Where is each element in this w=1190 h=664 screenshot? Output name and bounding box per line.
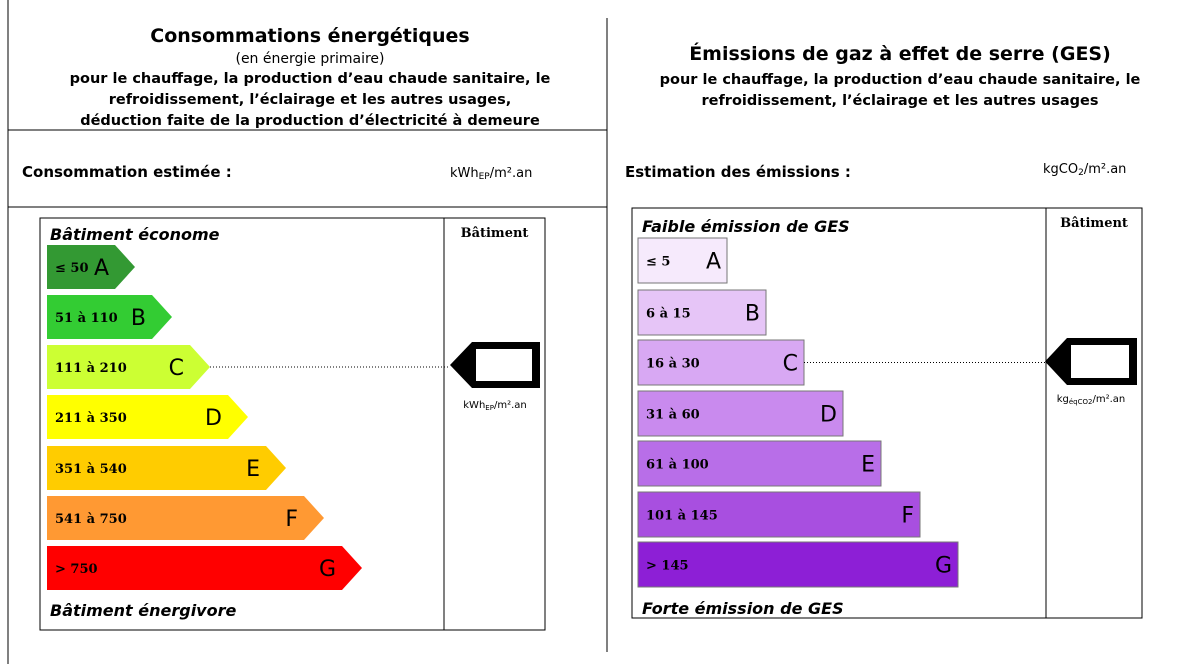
class-bar — [47, 546, 362, 590]
class-range: 111 à 210 — [55, 361, 127, 376]
scale-bottom: Forte émission de GES — [642, 599, 844, 618]
class-range: 16 à 30 — [646, 357, 700, 372]
pointer-value — [476, 349, 532, 381]
class-bar — [47, 245, 135, 289]
estimate-label: Consommation estimée : — [22, 163, 232, 181]
scale-top: Faible émission de GES — [642, 217, 850, 236]
unit-part: kWh — [463, 400, 485, 411]
pointer-unit: kWhEP/m².an — [463, 400, 526, 412]
class-bar — [637, 541, 959, 588]
class-letter: E — [246, 457, 260, 482]
description: pour le chauffage, la production d’eau c… — [660, 72, 1141, 88]
class-bar — [47, 496, 324, 540]
scale-box — [39, 217, 546, 631]
class-range: 541 à 750 — [55, 512, 127, 527]
title: Émissions de gaz à effet de serre (GES) — [689, 42, 1111, 65]
class-range: ≤ 5 — [646, 255, 670, 270]
class-range: 6 à 15 — [646, 307, 691, 322]
description: refroidissement, l’éclairage et les autr… — [109, 92, 512, 108]
unit-part: /m².an — [1092, 394, 1125, 405]
class-range: 211 à 350 — [55, 411, 127, 426]
description: pour le chauffage, la production d’eau c… — [70, 71, 551, 87]
class-letter: F — [285, 507, 298, 532]
column-header: Bâtiment — [1060, 216, 1128, 231]
class-bar — [47, 295, 172, 339]
class-letter: C — [169, 356, 184, 381]
class-bar — [47, 446, 286, 490]
scale-bottom: Bâtiment énergivore — [50, 601, 236, 620]
unit: kWhEP/m².an — [450, 166, 532, 182]
description: refroidissement, l’éclairage et les autr… — [702, 93, 1099, 109]
class-bar — [47, 395, 248, 439]
class-range: 31 à 60 — [646, 408, 700, 423]
unit-part: kg — [1057, 394, 1069, 405]
class-range: 101 à 145 — [646, 509, 718, 524]
class-letter: B — [745, 302, 760, 327]
class-bar — [637, 339, 805, 386]
class-letter: F — [901, 504, 914, 529]
class-letter: D — [820, 403, 837, 428]
class-bar — [637, 491, 921, 538]
class-letter: A — [706, 250, 721, 275]
unit: kgCO2/m².an — [1043, 162, 1126, 178]
class-bar — [637, 237, 728, 284]
scale-box — [631, 207, 1143, 619]
unit-part: /m².an — [494, 400, 527, 411]
unit-part: EP — [485, 404, 494, 412]
scale-top: Bâtiment économe — [50, 225, 220, 244]
class-bar — [637, 390, 844, 437]
unit-part: éqCO2 — [1069, 398, 1093, 406]
subtitle: (en énergie primaire) — [235, 51, 384, 67]
class-bar — [637, 440, 882, 487]
class-letter: D — [205, 406, 222, 431]
class-letter: G — [935, 554, 952, 579]
description: déduction faite de la production d’élect… — [80, 113, 540, 129]
class-range: 61 à 100 — [646, 458, 709, 473]
class-letter: G — [319, 557, 336, 582]
class-range: ≤ 50 — [55, 261, 89, 276]
pointer-unit: kgéqCO2/m².an — [1057, 394, 1126, 406]
class-bar — [47, 345, 210, 389]
class-bar — [637, 289, 767, 336]
class-letter: C — [783, 352, 798, 377]
class-range: > 750 — [55, 562, 98, 577]
title: Consommations énergétiques — [150, 25, 469, 47]
pointer-value — [1071, 345, 1129, 378]
class-letter: B — [131, 306, 146, 331]
column-header: Bâtiment — [461, 226, 529, 241]
estimate-label: Estimation des émissions : — [625, 163, 851, 181]
class-range: 351 à 540 — [55, 462, 127, 477]
class-letter: A — [94, 256, 109, 281]
class-range: > 145 — [646, 559, 689, 574]
class-range: 51 à 110 — [55, 311, 118, 326]
class-letter: E — [861, 453, 875, 478]
